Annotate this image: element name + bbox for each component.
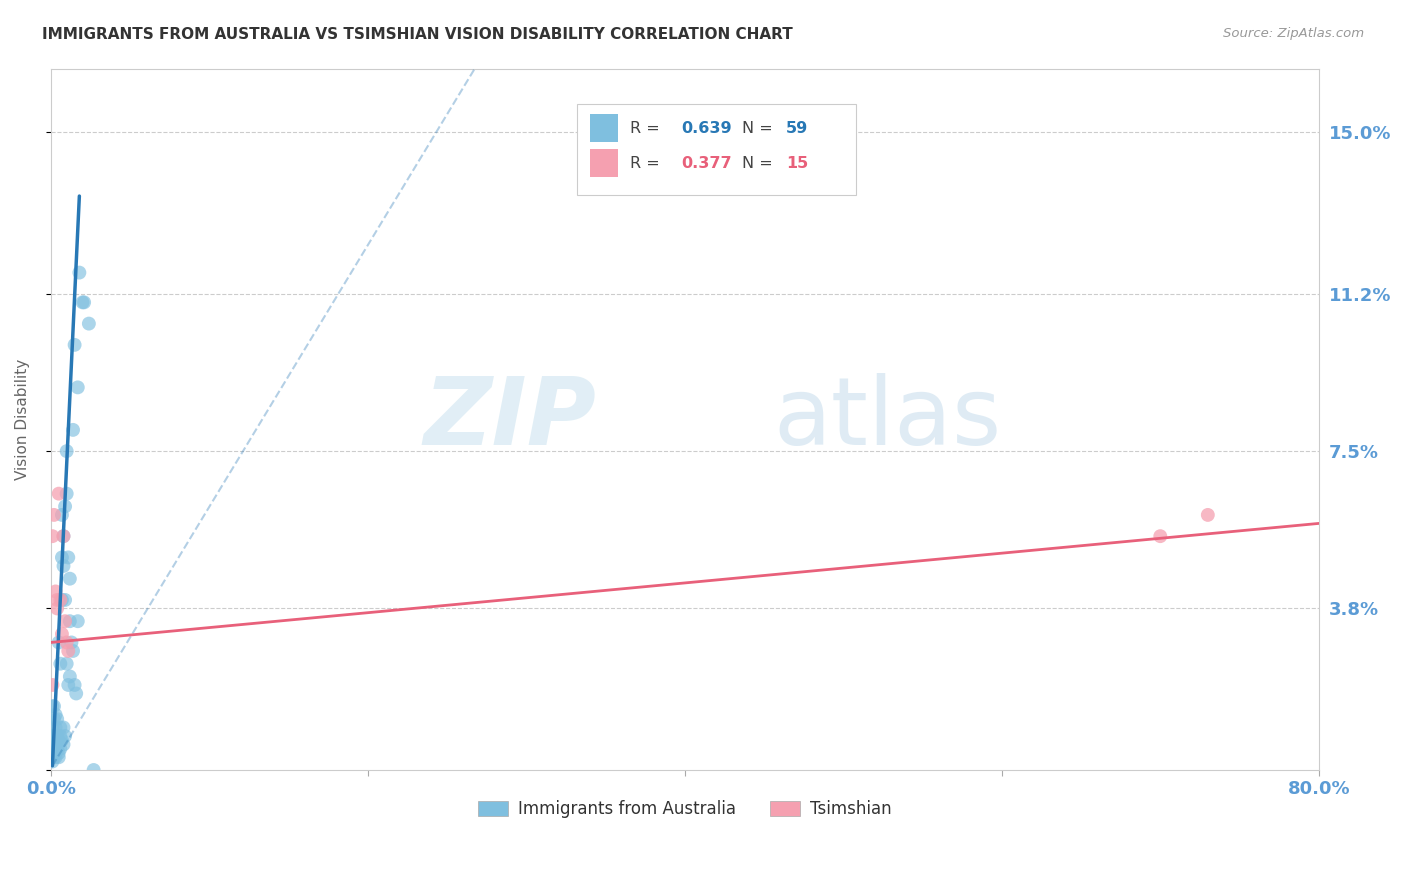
Point — [55, 486, 77, 500]
Legend: Immigrants from Australia, Tsimshian: Immigrants from Australia, Tsimshian — [471, 794, 898, 825]
Point — [42, 508, 65, 522]
Text: ZIP: ZIP — [423, 373, 596, 466]
Point — [55, 657, 77, 671]
FancyBboxPatch shape — [576, 103, 856, 194]
FancyBboxPatch shape — [589, 149, 617, 178]
Point — [49, 729, 72, 743]
Point — [59, 669, 82, 683]
Point — [42, 729, 65, 743]
Point — [55, 444, 77, 458]
Point — [51, 550, 73, 565]
Point — [58, 678, 80, 692]
Point — [1197, 508, 1219, 522]
Point — [48, 635, 70, 649]
Point — [66, 380, 89, 394]
Point — [46, 712, 69, 726]
Point — [62, 644, 84, 658]
Point — [41, 741, 63, 756]
Point — [45, 746, 67, 760]
Point — [73, 295, 96, 310]
Point — [48, 746, 70, 760]
Text: atlas: atlas — [773, 373, 1002, 466]
Point — [41, 699, 63, 714]
Point — [49, 721, 72, 735]
Point — [52, 721, 75, 735]
Point — [53, 593, 76, 607]
Point — [72, 295, 94, 310]
Point — [45, 584, 67, 599]
Text: IMMIGRANTS FROM AUSTRALIA VS TSIMSHIAN VISION DISABILITY CORRELATION CHART: IMMIGRANTS FROM AUSTRALIA VS TSIMSHIAN V… — [42, 27, 793, 42]
Point — [58, 550, 80, 565]
Text: R =: R = — [630, 120, 665, 136]
Point — [66, 614, 89, 628]
Point — [67, 266, 90, 280]
Point — [83, 763, 105, 777]
Point — [53, 500, 76, 514]
Point — [41, 529, 63, 543]
Point — [52, 529, 75, 543]
Point — [41, 678, 63, 692]
Point — [41, 755, 63, 769]
Point — [58, 644, 80, 658]
Point — [42, 750, 65, 764]
Point — [46, 601, 69, 615]
Point — [63, 678, 86, 692]
Point — [51, 627, 73, 641]
Point — [45, 750, 67, 764]
Point — [49, 593, 72, 607]
Point — [49, 741, 72, 756]
Point — [52, 529, 75, 543]
Point — [42, 699, 65, 714]
Text: 59: 59 — [786, 120, 808, 136]
Point — [49, 657, 72, 671]
Point — [48, 750, 70, 764]
Point — [62, 423, 84, 437]
Point — [41, 721, 63, 735]
Text: 0.639: 0.639 — [681, 120, 731, 136]
Text: 15: 15 — [786, 156, 808, 170]
Point — [45, 707, 67, 722]
Point — [63, 338, 86, 352]
Point — [46, 741, 69, 756]
Point — [60, 635, 83, 649]
Text: N =: N = — [742, 156, 778, 170]
Point — [53, 729, 76, 743]
Point — [77, 317, 100, 331]
Y-axis label: Vision Disability: Vision Disability — [15, 359, 30, 480]
Point — [46, 593, 69, 607]
Point — [59, 572, 82, 586]
Point — [42, 741, 65, 756]
Text: N =: N = — [742, 120, 778, 136]
Text: 0.377: 0.377 — [681, 156, 731, 170]
Point — [51, 593, 73, 607]
Text: Source: ZipAtlas.com: Source: ZipAtlas.com — [1223, 27, 1364, 40]
Point — [46, 741, 69, 756]
Point — [46, 729, 69, 743]
Point — [59, 614, 82, 628]
Point — [65, 686, 87, 700]
Point — [48, 733, 70, 747]
Text: R =: R = — [630, 156, 665, 170]
Point — [45, 721, 67, 735]
Point — [48, 486, 70, 500]
Point — [52, 738, 75, 752]
Point — [45, 733, 67, 747]
Point — [1149, 529, 1171, 543]
Point — [51, 733, 73, 747]
Point — [53, 614, 76, 628]
Point — [41, 729, 63, 743]
Point — [55, 635, 77, 649]
Point — [42, 712, 65, 726]
Point — [51, 508, 73, 522]
Point — [52, 558, 75, 573]
FancyBboxPatch shape — [589, 114, 617, 142]
